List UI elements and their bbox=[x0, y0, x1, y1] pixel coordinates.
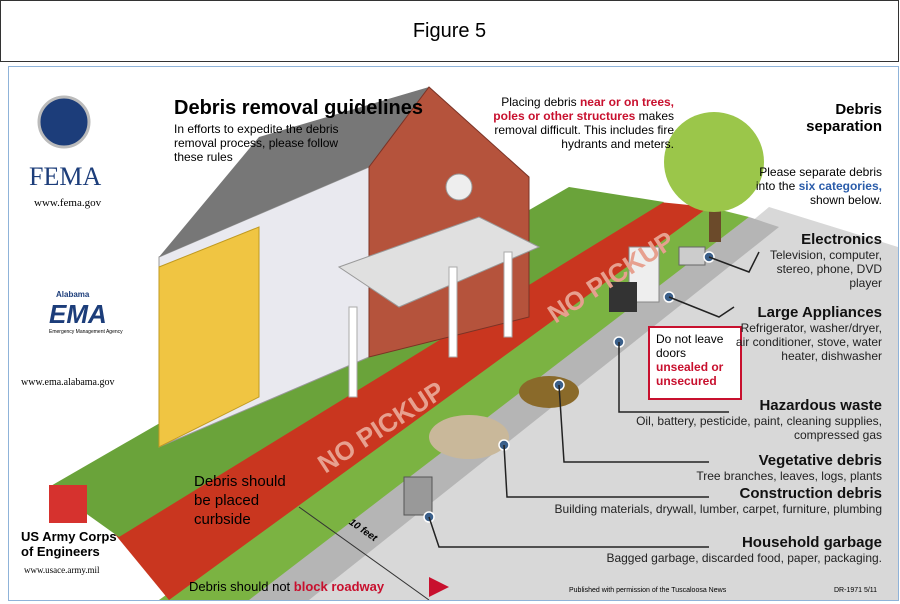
figure-header: Figure 5 bbox=[0, 0, 899, 62]
category-name: Vegetative debris bbox=[582, 452, 882, 469]
category-name: Electronics bbox=[742, 231, 882, 248]
dhs-seal bbox=[39, 97, 89, 147]
ema-url: www.ema.alabama.gov bbox=[21, 377, 114, 388]
usace-url: www.usace.army.mil bbox=[24, 565, 100, 575]
usace-logo bbox=[49, 485, 87, 523]
construction-pile bbox=[429, 415, 509, 459]
door-warning: Do not leave doors unsealed or unsecured bbox=[656, 332, 738, 388]
separation-text: Please separate debris into the six cate… bbox=[752, 165, 882, 207]
separation-after: shown below. bbox=[810, 193, 882, 207]
warning-emphasis: unsealed or unsecured bbox=[656, 360, 723, 388]
separation-title: Debris separation bbox=[782, 101, 882, 135]
column bbox=[504, 252, 512, 337]
column bbox=[349, 307, 357, 397]
placement-note: Placing debris near or on trees, poles o… bbox=[484, 95, 674, 151]
separation-emphasis: six categories, bbox=[799, 179, 882, 193]
category-description: Television, computer, stereo, phone, DVD… bbox=[742, 248, 882, 290]
category-name: Construction debris bbox=[552, 485, 882, 502]
figure-label: Figure 5 bbox=[1, 1, 898, 61]
fema-url: www.fema.gov bbox=[34, 197, 101, 209]
warning-text: Do not leave doors bbox=[656, 332, 723, 360]
category-name: Household garbage bbox=[522, 534, 882, 551]
vegetative-pile bbox=[519, 376, 579, 408]
ema-state: Alabama bbox=[56, 290, 89, 299]
roadway-note: Debris should not block roadway bbox=[189, 579, 384, 594]
guidelines-intro: In efforts to expedite the debris remova… bbox=[174, 122, 354, 164]
figure-code: DR-1971 5/11 bbox=[834, 587, 877, 594]
category-description: Building materials, drywall, lumber, car… bbox=[552, 502, 882, 516]
column bbox=[449, 267, 457, 357]
category-description: Oil, battery, pesticide, paint, cleaning… bbox=[622, 414, 882, 442]
category-description: Tree branches, leaves, logs, plants bbox=[582, 469, 882, 483]
credit: Published with permission of the Tuscalo… bbox=[569, 587, 726, 594]
fema-name: FEMA bbox=[29, 162, 101, 192]
category-name: Hazardous waste bbox=[622, 397, 882, 414]
ema-name: EMA bbox=[49, 299, 107, 330]
note-text: Placing debris bbox=[501, 95, 576, 109]
curbside-note: Debris should be placed curbside bbox=[194, 472, 304, 529]
garbage-can bbox=[404, 477, 432, 515]
ema-subtitle: Emergency Management Agency bbox=[49, 329, 123, 335]
tree-canopy bbox=[664, 112, 764, 212]
category-name: Large Appliances bbox=[732, 304, 882, 321]
vent bbox=[446, 174, 472, 200]
category-description: Bagged garbage, discarded food, paper, p… bbox=[522, 551, 882, 565]
infographic: Debris removal guidelines In efforts to … bbox=[8, 66, 899, 601]
category-description: Refrigerator, washer/dryer, air conditio… bbox=[732, 321, 882, 363]
roadway-text: Debris should not bbox=[189, 579, 290, 594]
page: Figure 5 Debris removal guidelines In ef… bbox=[0, 0, 900, 604]
roadway-emphasis: block roadway bbox=[294, 579, 384, 594]
electronics bbox=[679, 247, 705, 265]
guidelines-title: Debris removal guidelines bbox=[174, 97, 423, 120]
usace-name: US Army Corps of Engineers bbox=[21, 529, 131, 559]
